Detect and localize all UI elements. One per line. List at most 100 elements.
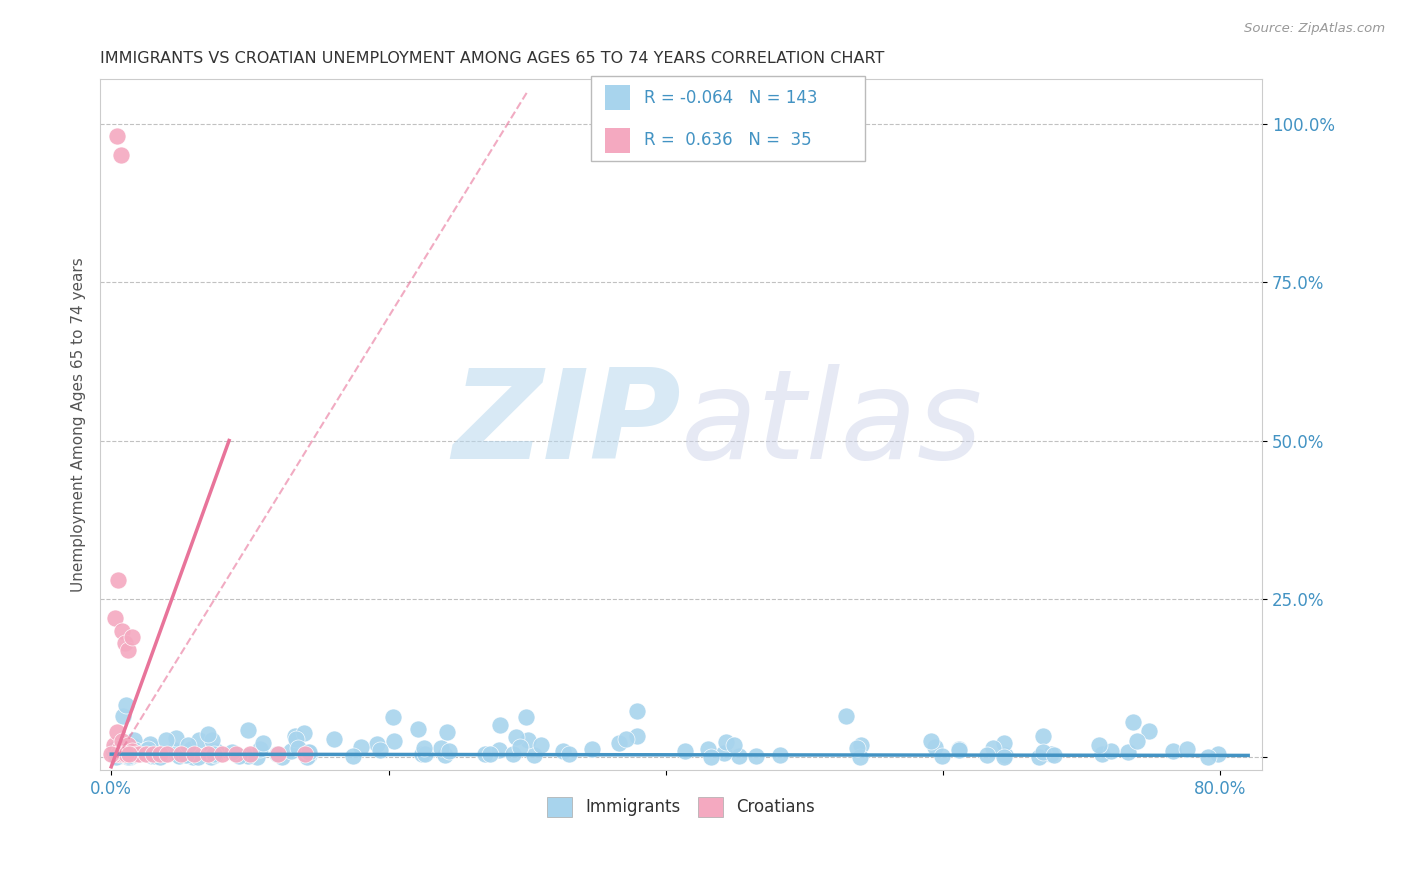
Point: [180, 741, 202, 756]
Point: [993, 736, 1015, 750]
Text: ZIP: ZIP: [453, 364, 681, 485]
Point: [176, 747, 198, 762]
Point: [516, 733, 538, 747]
Point: [246, 750, 269, 764]
Point: [488, 742, 510, 756]
Point: [111, 709, 134, 723]
Point: [201, 733, 224, 747]
Point: [177, 738, 200, 752]
Point: [509, 740, 531, 755]
Point: [745, 749, 768, 764]
Point: [121, 744, 143, 758]
Legend: Immigrants, Croatians: Immigrants, Croatians: [541, 790, 821, 824]
Point: [412, 741, 434, 756]
Point: [200, 750, 222, 764]
Point: [845, 741, 868, 756]
Point: [138, 737, 160, 751]
Point: [163, 742, 186, 756]
Point: [439, 744, 461, 758]
Point: [1175, 742, 1198, 756]
Text: IMMIGRANTS VS CROATIAN UNEMPLOYMENT AMONG AGES 65 TO 74 YEARS CORRELATION CHART: IMMIGRANTS VS CROATIAN UNEMPLOYMENT AMON…: [100, 51, 884, 66]
Text: atlas: atlas: [681, 364, 983, 485]
Point: [851, 739, 873, 753]
Point: [249, 742, 271, 756]
Point: [122, 732, 145, 747]
Point: [121, 630, 143, 644]
Point: [406, 722, 429, 736]
Point: [150, 747, 173, 762]
Point: [1122, 715, 1144, 730]
Point: [1091, 747, 1114, 761]
Point: [342, 748, 364, 763]
Point: [295, 750, 318, 764]
Point: [292, 726, 315, 740]
Point: [152, 747, 174, 762]
Point: [558, 747, 581, 762]
Point: [225, 747, 247, 761]
Point: [221, 745, 243, 759]
Point: [1028, 749, 1050, 764]
Point: [368, 743, 391, 757]
Point: [118, 745, 141, 759]
Point: [122, 748, 145, 763]
Point: [727, 748, 749, 763]
Point: [723, 738, 745, 752]
Point: [994, 748, 1017, 763]
Point: [205, 744, 228, 758]
Point: [1126, 734, 1149, 748]
Point: [993, 750, 1015, 764]
Point: [1161, 744, 1184, 758]
Point: [284, 731, 307, 746]
Point: [105, 745, 128, 759]
Point: [924, 739, 946, 754]
Point: [108, 741, 131, 756]
Point: [155, 733, 177, 747]
Point: [478, 747, 501, 762]
Text: Source: ZipAtlas.com: Source: ZipAtlas.com: [1244, 22, 1385, 36]
Point: [122, 739, 145, 754]
Point: [141, 740, 163, 755]
Point: [167, 748, 190, 763]
Point: [127, 742, 149, 756]
Point: [100, 747, 122, 761]
Point: [125, 747, 148, 761]
Point: [714, 735, 737, 749]
Point: [142, 747, 165, 761]
Point: [553, 744, 575, 758]
Point: [149, 749, 172, 764]
Point: [581, 742, 603, 756]
Point: [252, 736, 274, 750]
Point: [107, 748, 129, 763]
Point: [769, 747, 792, 762]
Point: [121, 742, 143, 756]
Point: [1197, 749, 1219, 764]
Point: [114, 744, 136, 758]
Point: [128, 747, 150, 761]
Point: [696, 742, 718, 756]
Point: [614, 731, 637, 746]
Point: [413, 747, 436, 761]
Point: [713, 746, 735, 760]
Point: [228, 749, 250, 764]
Point: [197, 747, 219, 761]
Point: [976, 747, 998, 762]
Point: [673, 744, 696, 758]
Point: [105, 129, 128, 144]
Point: [239, 747, 262, 761]
Point: [931, 748, 953, 763]
Point: [1139, 724, 1161, 739]
Point: [411, 747, 433, 761]
Point: [266, 747, 288, 761]
Point: [104, 611, 127, 625]
Point: [202, 748, 225, 763]
Point: [107, 747, 129, 761]
Point: [118, 750, 141, 764]
Point: [607, 736, 630, 750]
Point: [108, 740, 131, 755]
Point: [181, 749, 204, 764]
Point: [297, 745, 319, 759]
Point: [283, 729, 305, 743]
Point: [436, 725, 458, 739]
Point: [430, 741, 453, 756]
Point: [136, 742, 159, 756]
